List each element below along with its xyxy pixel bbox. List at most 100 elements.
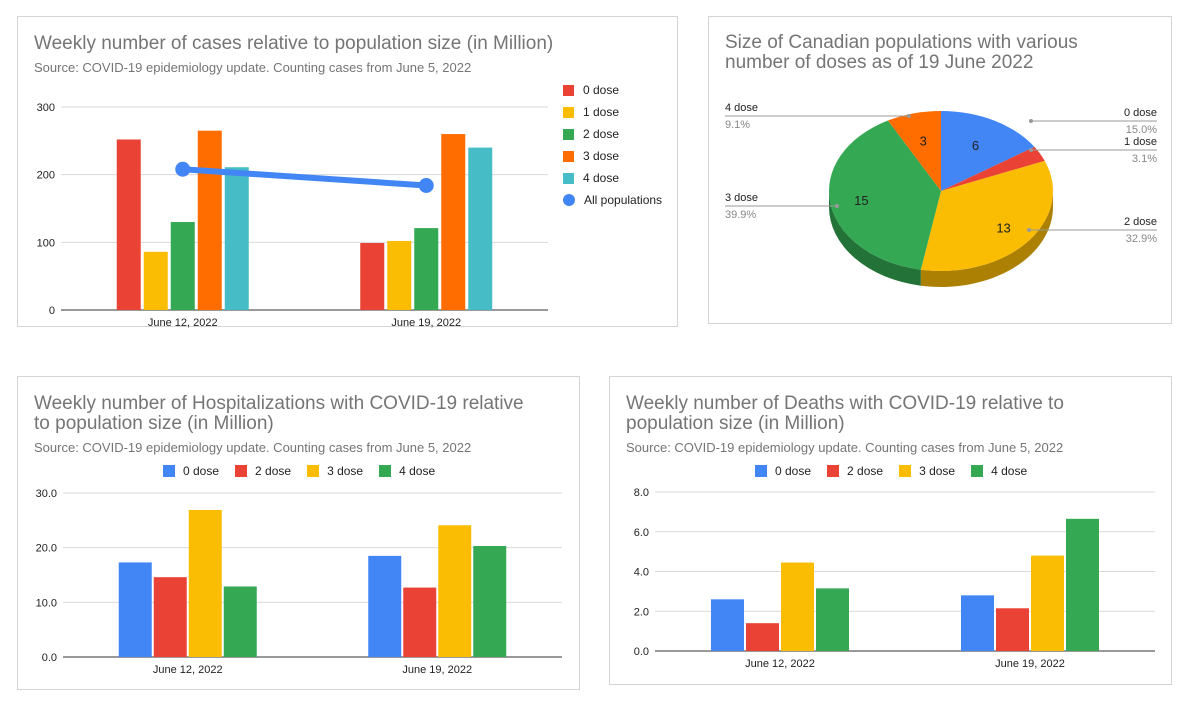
pie-label-3-dose: 3 dose [725, 192, 758, 204]
bar-0-dose-1 [116, 139, 141, 310]
bar-4-dose-1 [223, 586, 257, 657]
bar-0-dose-2 [360, 243, 385, 310]
pie-leader-dot [907, 114, 911, 118]
bar-3-dose-2 [1031, 555, 1064, 651]
bar-2-dose-1 [153, 577, 187, 657]
pie-slice-0-dose [941, 111, 1035, 191]
y-tick-label: 0 [49, 305, 55, 317]
legend-item-2-dose: 2 dose [827, 464, 883, 478]
bar-1-dose-1 [143, 251, 168, 310]
x-tick-label: June 19, 2022 [995, 658, 1065, 670]
legend-label: 2 dose [255, 464, 292, 478]
hosp-chart-card: Weekly number of Hospitalizations with C… [17, 376, 580, 690]
bar-2-dose-2 [403, 587, 437, 657]
point-all-populations-2 [418, 177, 434, 193]
x-tick-label: June 19, 2022 [402, 664, 472, 676]
deaths-bar-chart: 0.0 2.0 4.0 6.0 8.0 June 12, 2022 June 19, 202… [634, 487, 1155, 670]
y-tick-label: 0.0 [42, 652, 57, 664]
legend-item-4-dose: 4 dose [563, 167, 662, 189]
bar-3-dose-2 [438, 525, 472, 657]
deaths-chart-title-line2: population size (in Million) [626, 413, 845, 434]
hosp-bar-chart: 0.0 10.0 20.0 30.0 June 12, 2022 June 19, 202… [36, 488, 562, 676]
y-tick-label: 8.0 [634, 487, 649, 499]
cases-chart-subtitle: Source: COVID-19 epidemiology update. Co… [34, 60, 472, 75]
cases-chart-card: Weekly number of cases relative to popul… [17, 16, 678, 329]
pie-value-label: 6 [972, 138, 979, 153]
legend-item-0-dose: 0 dose [163, 464, 219, 478]
legend-label: 2 dose [583, 127, 620, 141]
deaths-chart-subtitle: Source: COVID-19 epidemiology update. Co… [626, 440, 1064, 455]
legend-label: All populations [584, 193, 663, 207]
populations-chart-card: Size of Canadian populations with variou… [708, 16, 1172, 324]
populations-chart-title-line1: Size of Canadian populations with variou… [725, 32, 1078, 53]
bar-4-dose-1 [816, 588, 849, 651]
pie-percent-4-dose: 9.1% [725, 119, 750, 131]
y-tick-label: 2.0 [634, 606, 649, 618]
populations-chart-title-line2: number of doses as of 19 June 2022 [725, 52, 1034, 73]
legend-label: 4 dose [991, 464, 1028, 478]
pie-label-1-dose: 1 dose [1124, 136, 1157, 148]
legend-label: 0 dose [583, 83, 620, 97]
legend-label: 4 dose [583, 171, 620, 185]
y-tick-label: 0.0 [634, 646, 649, 658]
bar-2-dose-1 [746, 623, 779, 651]
pie-percent-0-dose: 15.0% [1126, 124, 1157, 136]
bar-2-dose-2 [414, 228, 439, 310]
bar-4-dose-2 [473, 546, 507, 657]
legend-label: 3 dose [583, 149, 620, 163]
bar-3-dose-1 [197, 130, 222, 310]
deaths-legend: 0 dose 2 dose 3 dose 4 dose [755, 464, 1027, 478]
legend-label: 4 dose [399, 464, 436, 478]
legend-label: 2 dose [847, 464, 884, 478]
cases-bar-chart: 0 100 200 300 June 12, 2022 June 19, 2022 [37, 102, 548, 329]
y-tick-label: 30.0 [36, 488, 57, 500]
deaths-chart-card: Weekly number of Deaths with COVID-19 re… [609, 376, 1172, 685]
bar-4-dose-2 [1066, 518, 1099, 651]
hosp-chart-subtitle: Source: COVID-19 epidemiology update. Co… [34, 440, 472, 455]
bar-0-dose-1 [118, 562, 152, 657]
y-tick-label: 20.0 [36, 543, 57, 555]
bar-4-dose-2 [468, 147, 493, 310]
pie-side-2-dose [920, 191, 1053, 287]
cases-chart-title: Weekly number of cases relative to popul… [34, 33, 554, 54]
legend-label: 1 dose [583, 105, 620, 119]
legend-item-2-dose: 2 dose [563, 123, 662, 145]
y-tick-label: 100 [37, 237, 55, 249]
bar-2-dose-2 [996, 608, 1029, 651]
bar-2-dose-1 [170, 222, 195, 310]
pie-percent-1-dose: 3.1% [1132, 153, 1157, 165]
hosp-chart-title-line1: Weekly number of Hospitalizations with C… [34, 393, 524, 414]
bar-0-dose-1 [711, 599, 744, 651]
legend-item-0-dose: 0 dose [755, 464, 811, 478]
pie-label-2-dose: 2 dose [1124, 216, 1157, 228]
x-tick-label: June 19, 2022 [391, 317, 461, 329]
point-all-populations-1 [175, 161, 191, 177]
pie-label-0-dose: 0 dose [1124, 107, 1157, 119]
line-all-populations [179, 166, 430, 189]
legend-item-4-dose: 4 dose [971, 464, 1027, 478]
legend-item-0-dose: 0 dose [563, 79, 662, 101]
pie-slice-3-dose [829, 120, 941, 270]
bar-0-dose-2 [961, 595, 994, 651]
x-tick-label: June 12, 2022 [745, 658, 815, 670]
legend-label: 0 dose [183, 464, 220, 478]
legend-label: 3 dose [919, 464, 956, 478]
pie-slice-2-dose [920, 160, 1053, 271]
bar-3-dose-1 [781, 562, 814, 651]
pie-slice-4-dose [887, 111, 941, 191]
y-tick-label: 200 [37, 170, 55, 182]
pie-percent-2-dose: 32.9% [1126, 233, 1157, 245]
legend-item-2-dose: 2 dose [235, 464, 291, 478]
legend-item-3-dose: 3 dose [563, 145, 662, 167]
legend-item-3-dose: 3 dose [307, 464, 363, 478]
legend-item-3-dose: 3 dose [899, 464, 955, 478]
populations-pie-chart: 6 13 15 3 0 dose 15.0%1 dose 3.1% 2 dose 32.9% 3 … [725, 102, 1157, 287]
pie-slice-1-dose [941, 146, 1045, 191]
bar-3-dose-1 [188, 509, 222, 657]
legend-item-all-populations: All populations [563, 189, 662, 211]
bar-0-dose-2 [368, 555, 402, 657]
legend-label: 0 dose [775, 464, 812, 478]
y-tick-label: 4.0 [634, 567, 649, 579]
pie-side-3-dose [829, 191, 921, 286]
y-tick-label: 300 [37, 102, 55, 114]
